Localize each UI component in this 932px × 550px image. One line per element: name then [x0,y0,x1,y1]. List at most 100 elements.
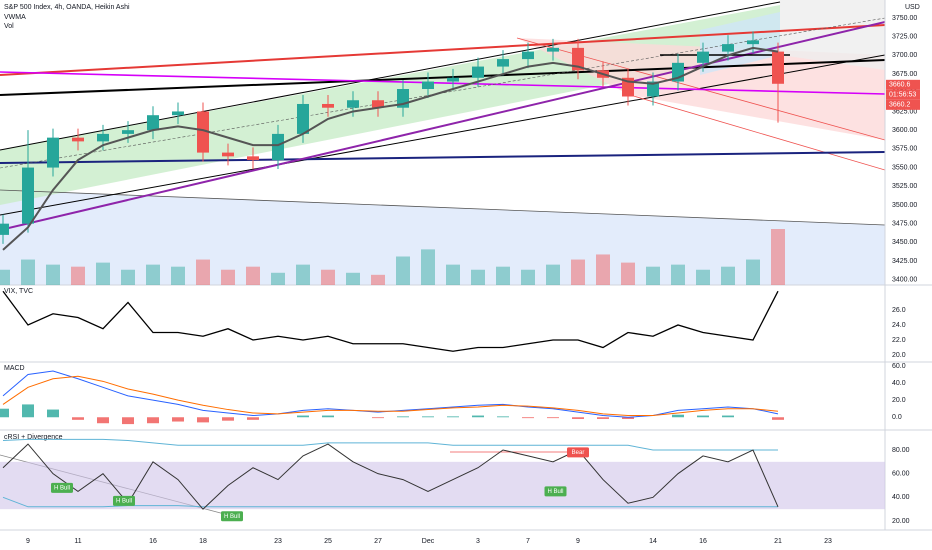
trend-line [0,54,885,216]
y-tick-label: 3500.00 [892,202,917,209]
annotation-box [113,495,135,506]
x-tick-label: 16 [699,538,707,545]
trend-line [0,151,885,164]
annotation: H Bull [54,485,70,491]
line-series [2,290,779,352]
candle-body [647,81,659,97]
candle-body [322,103,334,108]
histogram-bar [672,414,684,418]
x-tick-label: 3 [476,538,480,545]
y-tick-label: 20.00 [892,518,910,525]
y-tick-label: 3425.00 [892,258,917,265]
candle-body [547,47,559,52]
trend-line [0,24,885,76]
volume-bar [96,262,110,285]
volume-bar [196,259,210,285]
volume-bar [146,264,160,285]
volume-bar [321,269,335,285]
y-tick-label: 3700.00 [892,52,917,59]
x-tick-label: 25 [324,538,332,545]
volume-bar [421,249,435,285]
candle-body [472,66,484,78]
y-tick-label: 0.0 [892,414,902,421]
x-tick-label: 7 [526,538,530,545]
y-tick-label: 40.00 [892,494,910,501]
volume-legend: Vol [4,23,14,30]
histogram-bar [697,415,709,418]
candle-body [172,111,184,116]
candle-body [297,103,309,134]
line-series [2,438,778,451]
candle-body [372,100,384,108]
volume-bar [371,274,385,285]
volume-bar [746,259,760,285]
trend-line [0,71,885,95]
volume-bar [471,269,485,285]
histogram-bar [122,417,134,425]
volume-bar [346,272,360,285]
histogram-bar [772,417,784,420]
annotation: Bear [572,450,585,456]
trend-line [629,94,885,171]
x-tick-label: 27 [374,538,382,545]
trend-line [0,1,781,151]
histogram-bar [597,417,609,419]
candle-body [347,100,359,108]
countdown-box [886,89,920,100]
annotation: H Bull [224,514,240,520]
y-tick-label: 3475.00 [892,221,917,228]
annotation: H Bull [547,489,563,495]
histogram-bar [47,409,59,418]
candle-body [772,51,784,84]
candle-body [22,167,34,224]
y-tick-label: 20.0 [892,352,906,359]
candle-body [522,51,534,60]
candle-body [697,51,709,63]
price-label-box [886,79,920,90]
volume-bar [546,264,560,285]
volume-bar [671,264,685,285]
y-tick-label: 26.0 [892,307,906,314]
currency: USD [905,4,920,11]
candle-body [497,59,509,67]
y-tick-label: 60.00 [892,471,910,478]
main-title: S&P 500 Index, 4h, OANDA, Heikin Ashi [4,4,130,11]
volume-bar [246,266,260,285]
volume-bar [496,266,510,285]
y-tick-label: 3575.00 [892,146,917,153]
candle-body [122,130,134,134]
histogram-bar [447,416,459,418]
volume-bar [721,266,735,285]
candle-body [722,44,734,52]
price-label: 3660.2 [889,102,911,109]
histogram-bar [397,416,409,418]
annotation-box [544,486,567,497]
candle-body [247,156,259,161]
panel-title: cRSI + Divergence [4,434,63,441]
histogram-bar [297,415,309,418]
volume-bar [121,269,135,285]
y-tick-label: 3525.00 [892,183,917,190]
line-series [2,46,779,251]
y-tick-label: 3550.00 [892,164,917,171]
x-tick-label: 18 [199,538,207,545]
y-tick-label: 40.0 [892,380,906,387]
y-tick-label: 3400.00 [892,277,917,284]
price-label: 3660.6 [889,82,911,89]
y-tick-label: 20.0 [892,397,906,404]
histogram-bar [0,408,9,418]
histogram-bar [197,417,209,423]
annotation-box [221,511,243,522]
volume-bar [771,229,785,285]
x-tick-label: 21 [774,538,782,545]
drawings [0,0,885,285]
y-tick-label: 3675.00 [892,71,917,78]
x-tick-label: 14 [649,538,657,545]
histogram-bar [522,417,534,419]
y-tick-label: 60.0 [892,363,906,370]
histogram-bar [622,417,634,419]
histogram-bar [422,416,434,418]
candle-body [97,133,109,142]
y-tick-label: 80.00 [892,447,910,454]
x-tick-label: 23 [824,538,832,545]
